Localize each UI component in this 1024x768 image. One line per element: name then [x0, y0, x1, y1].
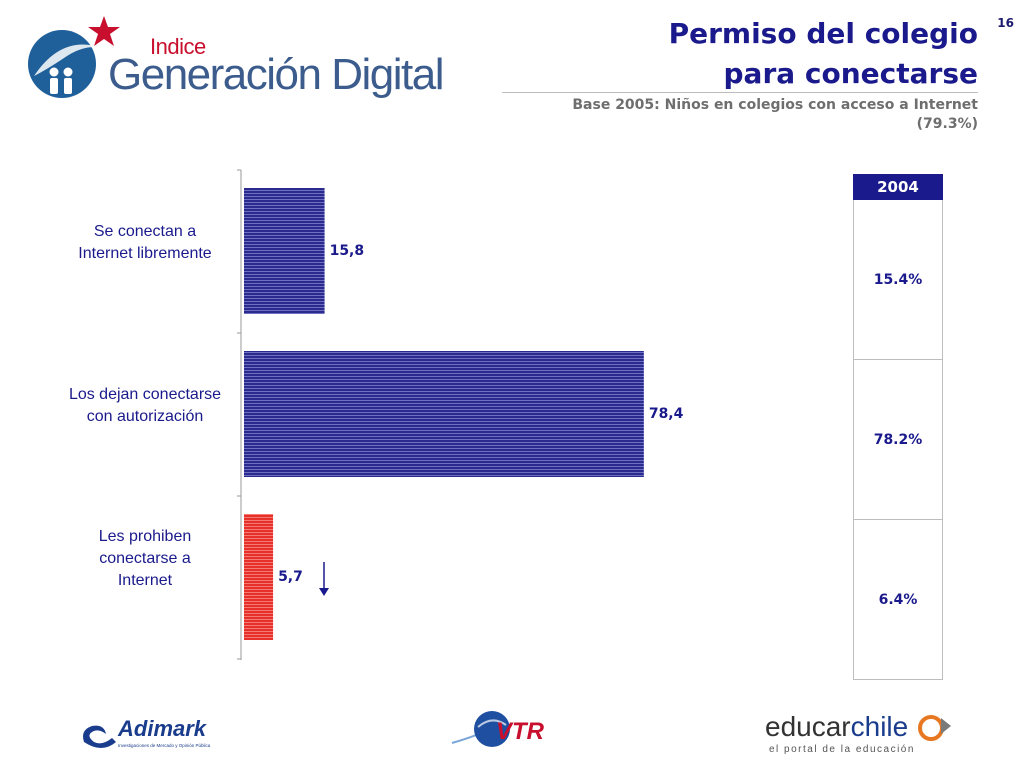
slide-subtitle: Base 2005: Niños en colegios con acceso …	[572, 96, 978, 134]
logo-indice-text: Indice	[150, 34, 206, 59]
category-label: con autorización	[87, 408, 204, 425]
slide-title-line2: para conectarse	[723, 57, 979, 90]
category-label: Les prohiben	[99, 528, 192, 545]
educar-name: educarchile	[765, 711, 908, 742]
comparison-value: 78.2%	[873, 432, 923, 448]
bar-3	[244, 514, 274, 640]
down-arrow-head-icon	[319, 588, 329, 596]
comparison-cell: 6.4%	[853, 519, 943, 680]
adimark-tagline: Investigaciones de Mercado y Opinión Púb…	[118, 743, 211, 748]
slide-number: 16	[997, 16, 1014, 30]
educarchile-logo: educarchile el portal de la educación	[765, 711, 951, 755]
bar-2	[244, 351, 644, 477]
category-label: conectarse a	[99, 550, 191, 567]
category-label: Internet	[118, 572, 173, 589]
comparison-cell: 78.2%	[853, 359, 943, 519]
title-divider	[502, 92, 978, 93]
comparison-cell: 15.4%	[853, 200, 943, 360]
educar-tagline: el portal de la educación	[769, 744, 915, 755]
permission-bar-chart: 15,8 Se conectan a Internet libremente 78,4…	[69, 169, 684, 660]
bar-value-label: 15,8	[330, 243, 365, 259]
vtr-name: VTR	[496, 718, 545, 745]
comparison-value: 15.4%	[873, 272, 923, 288]
category-label: Internet libremente	[78, 245, 212, 262]
comparison-table-header: 2004	[853, 174, 943, 200]
category-label: Los dejan conectarse	[69, 386, 221, 403]
slide-title-line1: Permiso del colegio	[668, 17, 978, 50]
slide-subtitle-line1: Base 2005: Niños en colegios con acceso …	[572, 97, 978, 113]
bar-value-label: 5,7	[278, 569, 303, 585]
adimark-name: Adimark	[117, 716, 208, 741]
slide-subtitle-line2: (79.3%)	[916, 116, 978, 132]
bar-value-label: 78,4	[649, 406, 684, 422]
adimark-logo: Adimark Investigaciones de Mercado y Opi…	[83, 716, 211, 748]
comparison-value: 6.4%	[878, 592, 918, 608]
logo-generacion-digital-text: Generación Digital	[108, 50, 444, 99]
vtr-logo: VTR	[451, 711, 545, 747]
bar-1	[244, 188, 325, 314]
slide-title: Permiso del colegio para conectarse	[669, 14, 978, 94]
indice-generacion-digital-logo-mark	[28, 16, 120, 98]
category-label: Se conectan a	[94, 223, 196, 240]
